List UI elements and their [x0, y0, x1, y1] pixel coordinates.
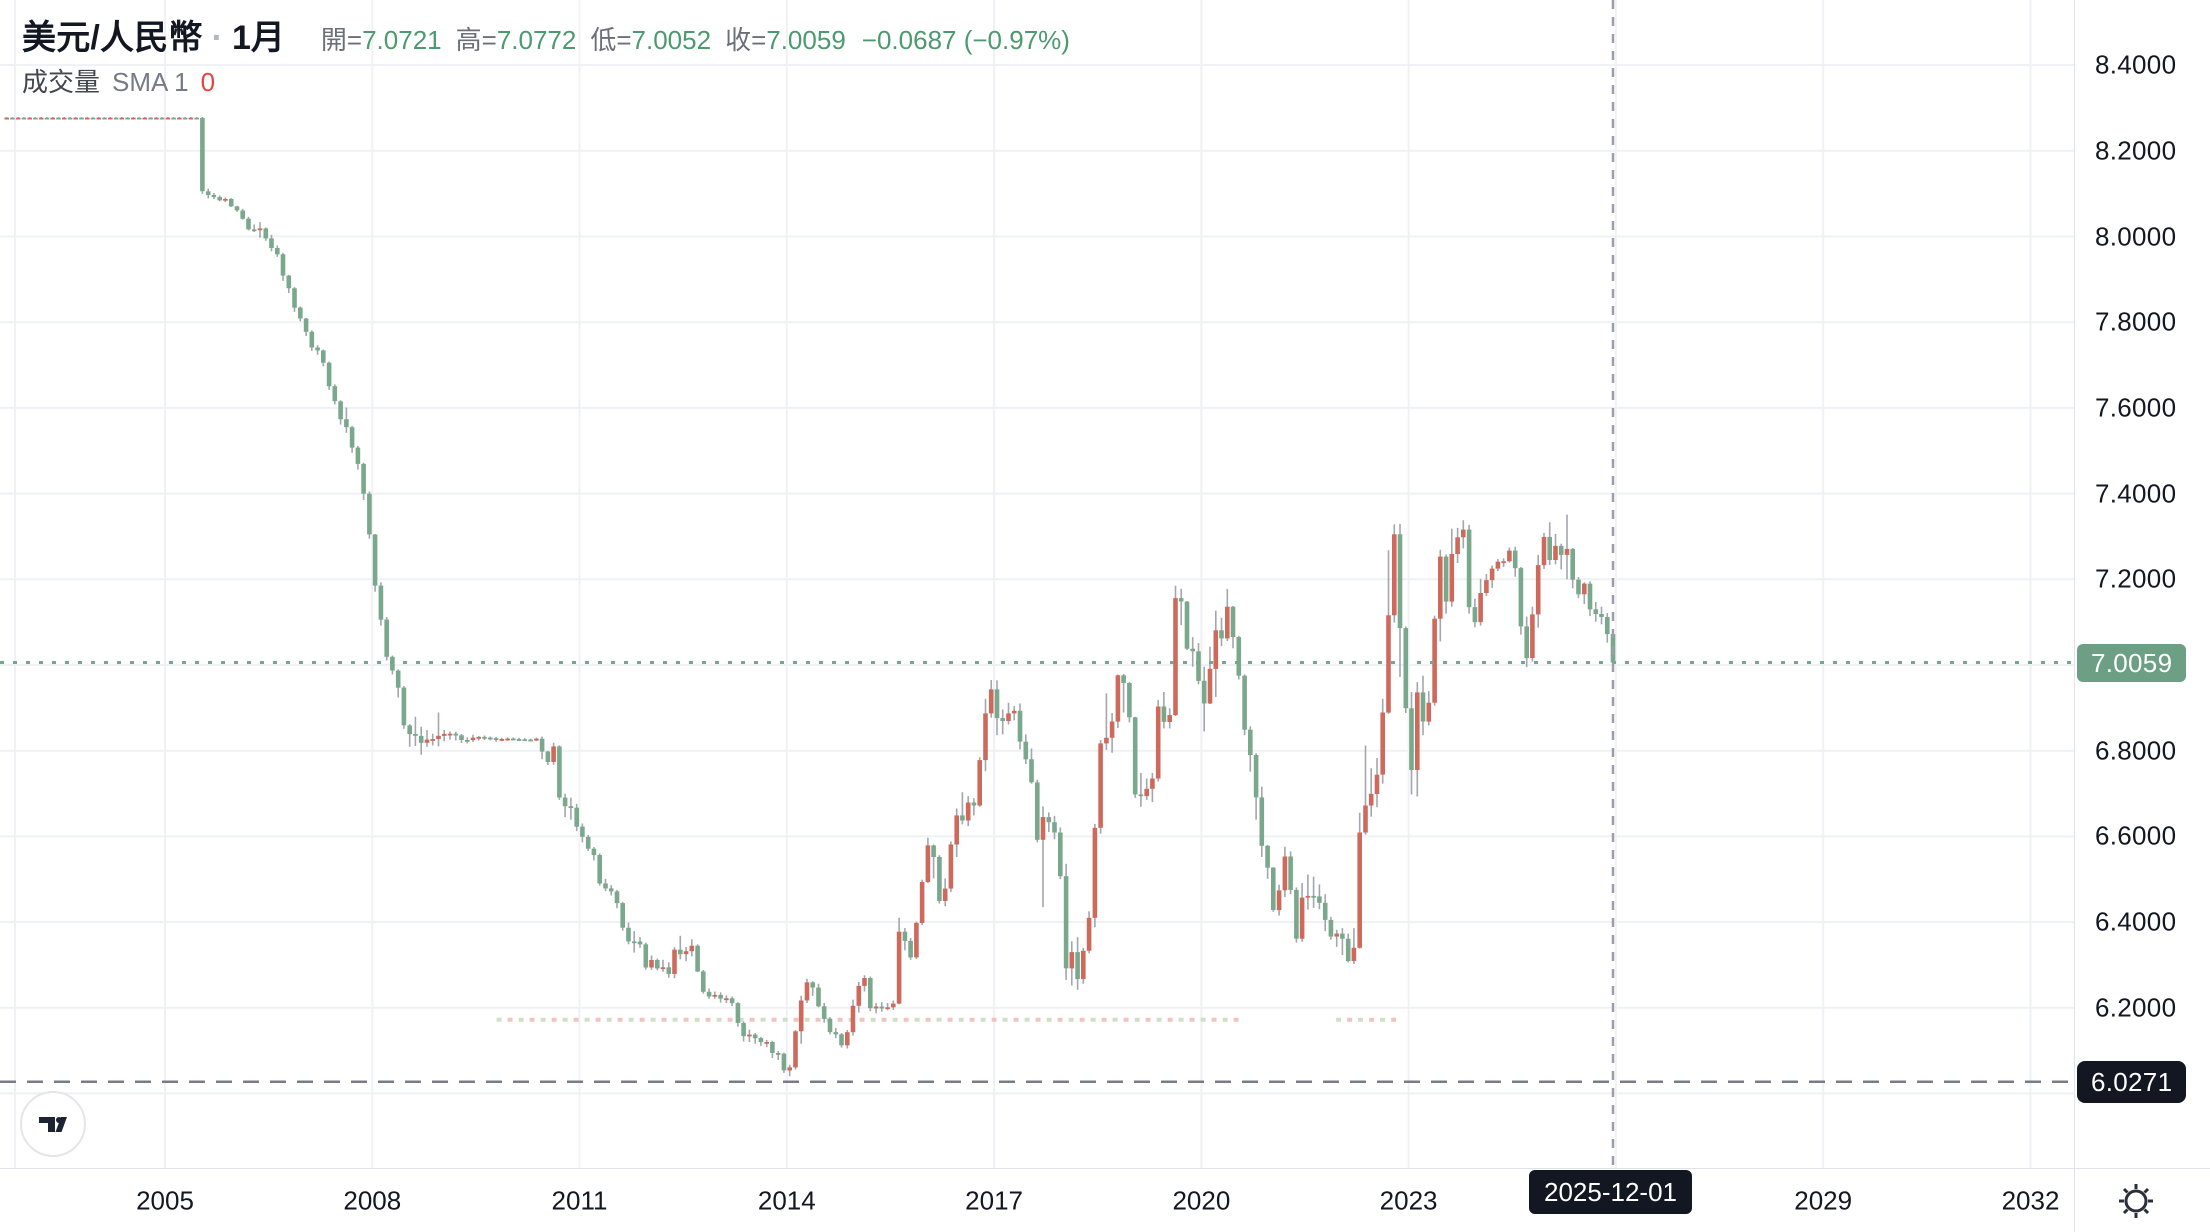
indicator-value: 0	[200, 67, 216, 97]
chart-canvas[interactable]: 美元/人民幣 · 1月 開= 7.0721 高= 7.0772 低= 7.005…	[0, 0, 2074, 1168]
axis-corner-separator	[2074, 1169, 2075, 1232]
time-axis-label: 2029	[1794, 1185, 1853, 1216]
price-axis-label: 6.2000	[2095, 992, 2177, 1023]
price-axis-label: 8.0000	[2095, 221, 2177, 251]
symbol-row[interactable]: 美元/人民幣 · 1月 開= 7.0721 高= 7.0772 低= 7.005…	[22, 10, 1070, 57]
low-value: 7.0052	[631, 25, 712, 55]
chart-legend: 美元/人民幣 · 1月 開= 7.0721 高= 7.0772 低= 7.005…	[22, 10, 1070, 98]
crosshair-date-badge: 2025-12-01	[1529, 1170, 1692, 1214]
time-axis-label: 2020	[1172, 1185, 1231, 1216]
grid-layer	[0, 0, 2074, 1168]
price-axis-label: 7.8000	[2095, 306, 2177, 337]
high-key: 高=	[455, 25, 497, 55]
time-axis-label: 2014	[757, 1185, 816, 1216]
tradingview-logo-glyph	[39, 1117, 67, 1132]
price-axis-label: 6.8000	[2095, 735, 2177, 766]
indicator-name[interactable]: 成交量	[22, 67, 101, 97]
tradingview-logo[interactable]	[20, 1091, 86, 1157]
price-axis-label: 7.6000	[2095, 392, 2177, 423]
open-key: 開=	[320, 25, 363, 55]
high-value: 7.0772	[496, 25, 577, 55]
candlestick-chart[interactable]	[0, 0, 2074, 1168]
price-axis-label: 7.2000	[2095, 563, 2177, 594]
symbol-name[interactable]: 美元/人民幣	[22, 19, 203, 57]
change-value: −0.0687 (−0.97%)	[861, 25, 1070, 55]
level-price-badge: 6.0271	[2077, 1060, 2187, 1103]
price-axis-label: 6.6000	[2095, 820, 2177, 851]
time-axis-label: 2017	[965, 1185, 1024, 1216]
close-value: 7.0059	[766, 25, 846, 55]
current-price-badge: 7.0059	[2077, 643, 2187, 682]
time-axis-label: 2005	[136, 1185, 194, 1216]
interval-label[interactable]: 1月	[231, 19, 285, 57]
close-key: 收=	[725, 25, 767, 55]
open-value: 7.0721	[362, 25, 442, 55]
time-axis[interactable]: 2005 2008 2011 2014 2017 2020 2023 2029 2032 202…	[0, 1168, 2210, 1232]
low-key: 低=	[590, 25, 632, 55]
price-axis-label: 6.4000	[2095, 906, 2177, 937]
indicator-params: SMA 1	[112, 67, 189, 97]
time-axis-label: 2032	[2001, 1185, 2060, 1216]
price-axis-label: 8.2000	[2095, 135, 2177, 166]
indicator-row[interactable]: 成交量 SMA 1 0	[22, 62, 1070, 98]
price-axis[interactable]: 8.4000 8.2000 8.0000 7.8000 7.6000 7.4000 7.20…	[2074, 0, 2210, 1168]
time-axis-label: 2011	[551, 1185, 608, 1216]
price-axis-label: 8.4000	[2095, 49, 2177, 80]
price-axis-label: 7.4000	[2095, 478, 2177, 509]
time-axis-label: 2008	[343, 1185, 402, 1216]
separator-dot: ·	[211, 19, 223, 57]
settings-gear-icon[interactable]	[2112, 1177, 2160, 1225]
candles-layer	[4, 117, 1616, 1077]
time-axis-label: 2023	[1379, 1185, 1438, 1216]
